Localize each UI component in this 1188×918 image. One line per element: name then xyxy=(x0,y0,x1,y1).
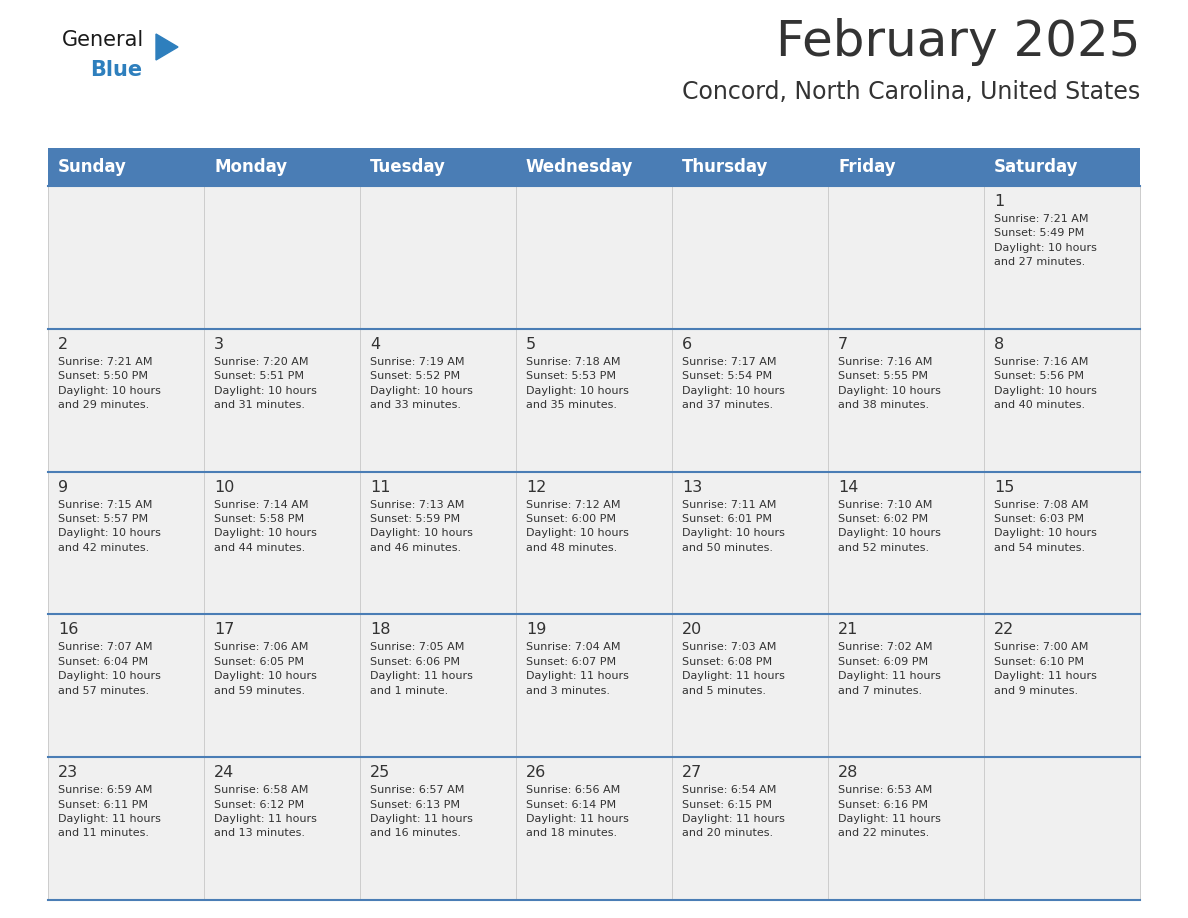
Bar xyxy=(48,472,1140,614)
Bar xyxy=(48,186,1140,329)
Text: 18: 18 xyxy=(369,622,391,637)
Text: 3: 3 xyxy=(214,337,225,352)
Text: 9: 9 xyxy=(58,479,68,495)
Text: 21: 21 xyxy=(838,622,859,637)
Text: Sunrise: 7:10 AM
Sunset: 6:02 PM
Daylight: 10 hours
and 52 minutes.: Sunrise: 7:10 AM Sunset: 6:02 PM Dayligh… xyxy=(838,499,941,553)
Bar xyxy=(672,148,828,186)
Text: Sunrise: 6:58 AM
Sunset: 6:12 PM
Daylight: 11 hours
and 13 minutes.: Sunrise: 6:58 AM Sunset: 6:12 PM Dayligh… xyxy=(214,785,317,838)
Text: Monday: Monday xyxy=(214,158,287,176)
Text: 4: 4 xyxy=(369,337,380,352)
Text: 16: 16 xyxy=(58,622,78,637)
Text: Sunrise: 7:03 AM
Sunset: 6:08 PM
Daylight: 11 hours
and 5 minutes.: Sunrise: 7:03 AM Sunset: 6:08 PM Dayligh… xyxy=(682,643,785,696)
Text: Sunrise: 7:19 AM
Sunset: 5:52 PM
Daylight: 10 hours
and 33 minutes.: Sunrise: 7:19 AM Sunset: 5:52 PM Dayligh… xyxy=(369,357,473,410)
Text: 20: 20 xyxy=(682,622,702,637)
Bar xyxy=(48,757,1140,900)
Text: Sunrise: 7:16 AM
Sunset: 5:55 PM
Daylight: 10 hours
and 38 minutes.: Sunrise: 7:16 AM Sunset: 5:55 PM Dayligh… xyxy=(838,357,941,410)
Text: Sunrise: 6:56 AM
Sunset: 6:14 PM
Daylight: 11 hours
and 18 minutes.: Sunrise: 6:56 AM Sunset: 6:14 PM Dayligh… xyxy=(526,785,628,838)
Bar xyxy=(48,148,204,186)
Text: 25: 25 xyxy=(369,766,390,780)
Text: 12: 12 xyxy=(526,479,546,495)
Text: Sunrise: 7:00 AM
Sunset: 6:10 PM
Daylight: 11 hours
and 9 minutes.: Sunrise: 7:00 AM Sunset: 6:10 PM Dayligh… xyxy=(994,643,1097,696)
Text: Sunrise: 7:05 AM
Sunset: 6:06 PM
Daylight: 11 hours
and 1 minute.: Sunrise: 7:05 AM Sunset: 6:06 PM Dayligh… xyxy=(369,643,473,696)
Polygon shape xyxy=(156,34,178,60)
Text: Sunrise: 7:04 AM
Sunset: 6:07 PM
Daylight: 11 hours
and 3 minutes.: Sunrise: 7:04 AM Sunset: 6:07 PM Dayligh… xyxy=(526,643,628,696)
Text: Thursday: Thursday xyxy=(682,158,769,176)
Bar xyxy=(828,148,984,186)
Text: Sunrise: 7:20 AM
Sunset: 5:51 PM
Daylight: 10 hours
and 31 minutes.: Sunrise: 7:20 AM Sunset: 5:51 PM Dayligh… xyxy=(214,357,317,410)
Bar xyxy=(984,148,1140,186)
Bar xyxy=(360,148,516,186)
Bar xyxy=(48,329,1140,472)
Text: 27: 27 xyxy=(682,766,702,780)
Bar xyxy=(204,148,360,186)
Text: 2: 2 xyxy=(58,337,68,352)
Text: 19: 19 xyxy=(526,622,546,637)
Text: 10: 10 xyxy=(214,479,234,495)
Text: Sunrise: 7:21 AM
Sunset: 5:50 PM
Daylight: 10 hours
and 29 minutes.: Sunrise: 7:21 AM Sunset: 5:50 PM Dayligh… xyxy=(58,357,160,410)
Text: 28: 28 xyxy=(838,766,859,780)
Text: Sunrise: 6:54 AM
Sunset: 6:15 PM
Daylight: 11 hours
and 20 minutes.: Sunrise: 6:54 AM Sunset: 6:15 PM Dayligh… xyxy=(682,785,785,838)
Text: 7: 7 xyxy=(838,337,848,352)
Text: Sunrise: 7:16 AM
Sunset: 5:56 PM
Daylight: 10 hours
and 40 minutes.: Sunrise: 7:16 AM Sunset: 5:56 PM Dayligh… xyxy=(994,357,1097,410)
Text: General: General xyxy=(62,30,144,50)
Text: 11: 11 xyxy=(369,479,391,495)
Text: 22: 22 xyxy=(994,622,1015,637)
Text: Wednesday: Wednesday xyxy=(526,158,633,176)
Text: Sunrise: 6:53 AM
Sunset: 6:16 PM
Daylight: 11 hours
and 22 minutes.: Sunrise: 6:53 AM Sunset: 6:16 PM Dayligh… xyxy=(838,785,941,838)
Text: 8: 8 xyxy=(994,337,1004,352)
Text: Concord, North Carolina, United States: Concord, North Carolina, United States xyxy=(682,80,1140,104)
Text: 14: 14 xyxy=(838,479,859,495)
Text: Saturday: Saturday xyxy=(994,158,1079,176)
Text: 26: 26 xyxy=(526,766,546,780)
Text: Blue: Blue xyxy=(90,60,143,80)
Text: Sunrise: 6:59 AM
Sunset: 6:11 PM
Daylight: 11 hours
and 11 minutes.: Sunrise: 6:59 AM Sunset: 6:11 PM Dayligh… xyxy=(58,785,160,838)
Text: Sunrise: 7:17 AM
Sunset: 5:54 PM
Daylight: 10 hours
and 37 minutes.: Sunrise: 7:17 AM Sunset: 5:54 PM Dayligh… xyxy=(682,357,785,410)
Text: Sunrise: 7:13 AM
Sunset: 5:59 PM
Daylight: 10 hours
and 46 minutes.: Sunrise: 7:13 AM Sunset: 5:59 PM Dayligh… xyxy=(369,499,473,553)
Text: Sunday: Sunday xyxy=(58,158,127,176)
Text: 5: 5 xyxy=(526,337,536,352)
Text: Sunrise: 7:18 AM
Sunset: 5:53 PM
Daylight: 10 hours
and 35 minutes.: Sunrise: 7:18 AM Sunset: 5:53 PM Dayligh… xyxy=(526,357,628,410)
Text: 6: 6 xyxy=(682,337,693,352)
Text: 24: 24 xyxy=(214,766,234,780)
Text: Sunrise: 7:15 AM
Sunset: 5:57 PM
Daylight: 10 hours
and 42 minutes.: Sunrise: 7:15 AM Sunset: 5:57 PM Dayligh… xyxy=(58,499,160,553)
Text: Sunrise: 7:02 AM
Sunset: 6:09 PM
Daylight: 11 hours
and 7 minutes.: Sunrise: 7:02 AM Sunset: 6:09 PM Dayligh… xyxy=(838,643,941,696)
Text: 23: 23 xyxy=(58,766,78,780)
Text: Friday: Friday xyxy=(838,158,896,176)
Text: Sunrise: 6:57 AM
Sunset: 6:13 PM
Daylight: 11 hours
and 16 minutes.: Sunrise: 6:57 AM Sunset: 6:13 PM Dayligh… xyxy=(369,785,473,838)
Text: Sunrise: 7:08 AM
Sunset: 6:03 PM
Daylight: 10 hours
and 54 minutes.: Sunrise: 7:08 AM Sunset: 6:03 PM Dayligh… xyxy=(994,499,1097,553)
Text: Tuesday: Tuesday xyxy=(369,158,446,176)
Text: Sunrise: 7:14 AM
Sunset: 5:58 PM
Daylight: 10 hours
and 44 minutes.: Sunrise: 7:14 AM Sunset: 5:58 PM Dayligh… xyxy=(214,499,317,553)
Text: Sunrise: 7:21 AM
Sunset: 5:49 PM
Daylight: 10 hours
and 27 minutes.: Sunrise: 7:21 AM Sunset: 5:49 PM Dayligh… xyxy=(994,214,1097,267)
Bar xyxy=(48,614,1140,757)
Text: Sunrise: 7:12 AM
Sunset: 6:00 PM
Daylight: 10 hours
and 48 minutes.: Sunrise: 7:12 AM Sunset: 6:00 PM Dayligh… xyxy=(526,499,628,553)
Text: 17: 17 xyxy=(214,622,234,637)
Text: Sunrise: 7:07 AM
Sunset: 6:04 PM
Daylight: 10 hours
and 57 minutes.: Sunrise: 7:07 AM Sunset: 6:04 PM Dayligh… xyxy=(58,643,160,696)
Text: 13: 13 xyxy=(682,479,702,495)
Text: Sunrise: 7:06 AM
Sunset: 6:05 PM
Daylight: 10 hours
and 59 minutes.: Sunrise: 7:06 AM Sunset: 6:05 PM Dayligh… xyxy=(214,643,317,696)
Text: February 2025: February 2025 xyxy=(776,18,1140,66)
Bar xyxy=(516,148,672,186)
Text: Sunrise: 7:11 AM
Sunset: 6:01 PM
Daylight: 10 hours
and 50 minutes.: Sunrise: 7:11 AM Sunset: 6:01 PM Dayligh… xyxy=(682,499,785,553)
Text: 1: 1 xyxy=(994,194,1004,209)
Text: 15: 15 xyxy=(994,479,1015,495)
